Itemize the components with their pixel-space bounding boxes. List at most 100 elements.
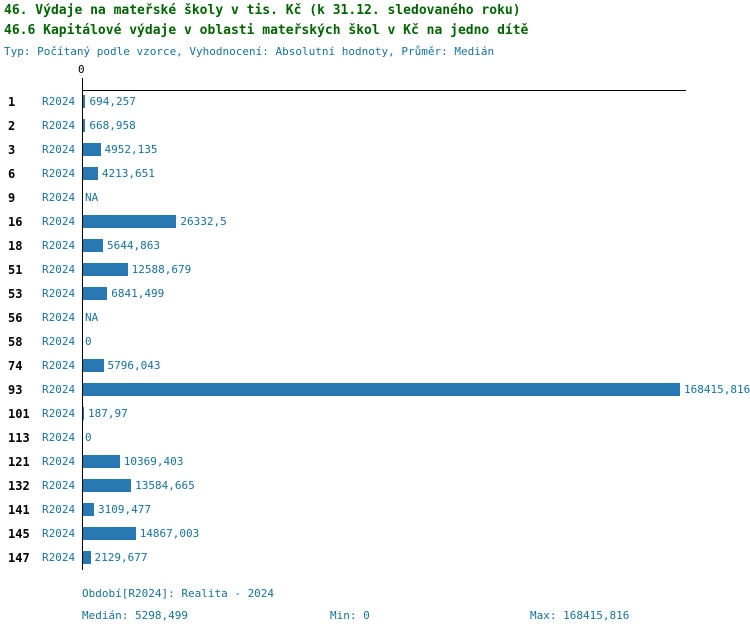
row-series-label: R2024 xyxy=(42,455,76,468)
row-value-label: 668,958 xyxy=(89,119,136,132)
row-series-label: R2024 xyxy=(42,479,76,492)
footer-median-stat: Medián: 5298,499 xyxy=(82,609,188,622)
row-id-label: 141 xyxy=(8,503,30,517)
row-value-label: 14867,003 xyxy=(139,527,200,540)
chart-row: 93 R2024 168415,816 xyxy=(0,378,750,402)
row-bar xyxy=(83,479,132,492)
row-series-label: R2024 xyxy=(42,359,76,372)
row-value-label: 2129,677 xyxy=(94,551,148,564)
row-value-label: 694,257 xyxy=(89,95,136,108)
chart-row: 74 R2024 5796,043 xyxy=(0,354,750,378)
chart-row: 113 R2024 0 xyxy=(0,426,750,450)
row-id-label: 58 xyxy=(8,335,23,349)
row-series-label: R2024 xyxy=(42,239,76,252)
axis-vertical-line xyxy=(82,90,83,570)
row-series-label: R2024 xyxy=(42,119,76,132)
row-bar xyxy=(83,263,128,276)
row-bar xyxy=(83,503,95,516)
chart-row: 56 R2024 NA xyxy=(0,306,750,330)
row-id-label: 74 xyxy=(8,359,23,373)
row-series-label: R2024 xyxy=(42,527,76,540)
chart-row: 16 R2024 26332,5 xyxy=(0,210,750,234)
axis-top-line xyxy=(82,90,686,91)
row-id-label: 51 xyxy=(8,263,23,277)
row-bar xyxy=(83,359,104,372)
row-id-label: 121 xyxy=(8,455,30,469)
row-value-label: 5644,863 xyxy=(107,239,160,252)
chart-title-line2: 46.6 Kapitálové výdaje v oblasti mateřsk… xyxy=(4,23,529,38)
row-id-label: 53 xyxy=(8,287,23,301)
row-bar xyxy=(83,551,91,564)
row-series-label: R2024 xyxy=(42,407,76,420)
row-id-label: 18 xyxy=(8,239,23,253)
row-id-label: 145 xyxy=(8,527,30,541)
row-bar xyxy=(83,239,103,252)
row-bar xyxy=(83,527,136,540)
row-value-label: 12588,679 xyxy=(131,263,192,276)
row-series-label: R2024 xyxy=(42,503,76,516)
row-series-label: R2024 xyxy=(42,311,76,324)
chart-row: 145 R2024 14867,003 xyxy=(0,522,750,546)
row-series-label: R2024 xyxy=(42,191,76,204)
row-series-label: R2024 xyxy=(42,287,76,300)
chart-row: 2 R2024 668,958 xyxy=(0,114,750,138)
row-value-label: NA xyxy=(85,191,99,204)
row-id-label: 2 xyxy=(8,119,16,133)
chart-row: 121 R2024 10369,403 xyxy=(0,450,750,474)
chart-row: 147 R2024 2129,677 xyxy=(0,546,750,570)
row-series-label: R2024 xyxy=(42,167,76,180)
chart-row: 132 R2024 13584,665 xyxy=(0,474,750,498)
row-series-label: R2024 xyxy=(42,335,76,348)
chart-title-line1: 46. Výdaje na mateřské školy v tis. Kč (… xyxy=(4,3,521,18)
footer-min-stat: Min: 0 xyxy=(330,609,370,622)
row-value-label: 10369,403 xyxy=(123,455,184,468)
row-id-label: 1 xyxy=(8,95,16,109)
row-value-label: 0 xyxy=(85,335,92,348)
row-value-label: 0 xyxy=(85,431,92,444)
row-value-label: 187,97 xyxy=(88,407,128,420)
row-series-label: R2024 xyxy=(42,431,76,444)
row-value-label: NA xyxy=(85,311,99,324)
row-series-label: R2024 xyxy=(42,143,76,156)
row-series-label: R2024 xyxy=(42,95,76,108)
row-series-label: R2024 xyxy=(42,551,76,564)
row-value-label: 3109,477 xyxy=(98,503,151,516)
row-value-label: 4213,651 xyxy=(101,167,155,180)
row-series-label: R2024 xyxy=(42,263,76,276)
chart-row: 58 R2024 0 xyxy=(0,330,750,354)
chart-subtitle: Typ: Počítaný podle vzorce, Vyhodnocení:… xyxy=(4,45,495,58)
chart-row: 51 R2024 12588,679 xyxy=(0,258,750,282)
footer-period: Období[R2024]: Realita - 2024 xyxy=(82,587,275,600)
row-series-label: R2024 xyxy=(42,383,76,396)
footer-max-stat: Max: 168415,816 xyxy=(530,609,630,622)
row-id-label: 93 xyxy=(8,383,23,397)
row-value-label: 13584,665 xyxy=(135,479,195,492)
chart-row: 6 R2024 4213,651 xyxy=(0,162,750,186)
chart-row: 3 R2024 4952,135 xyxy=(0,138,750,162)
row-bar xyxy=(83,455,120,468)
row-bar xyxy=(83,95,86,108)
axis-zero-label: 0 xyxy=(78,63,85,76)
row-id-label: 16 xyxy=(8,215,23,229)
row-value-label: 4952,135 xyxy=(104,143,158,156)
row-value-label: 26332,5 xyxy=(180,215,227,228)
chart-row: 18 R2024 5644,863 xyxy=(0,234,750,258)
row-value-label: 6841,499 xyxy=(111,287,165,300)
row-bar xyxy=(83,287,108,300)
row-id-label: 132 xyxy=(8,479,30,493)
chart-rows: 1 R2024 694,257 2 R2024 668,958 3 R2024 … xyxy=(0,90,750,570)
chart-row: 53 R2024 6841,499 xyxy=(0,282,750,306)
row-value-label: 5796,043 xyxy=(107,359,161,372)
row-bar xyxy=(83,167,98,180)
chart-row: 141 R2024 3109,477 xyxy=(0,498,750,522)
chart-row: 1 R2024 694,257 xyxy=(0,90,750,114)
row-bar xyxy=(83,215,177,228)
row-id-label: 113 xyxy=(8,431,30,445)
row-value-label: 168415,816 xyxy=(684,383,750,396)
chart-row: 9 R2024 NA xyxy=(0,186,750,210)
chart-row: 101 R2024 187,97 xyxy=(0,402,750,426)
row-bar xyxy=(83,119,86,132)
row-bar xyxy=(83,143,101,156)
row-id-label: 56 xyxy=(8,311,23,325)
row-series-label: R2024 xyxy=(42,215,76,228)
